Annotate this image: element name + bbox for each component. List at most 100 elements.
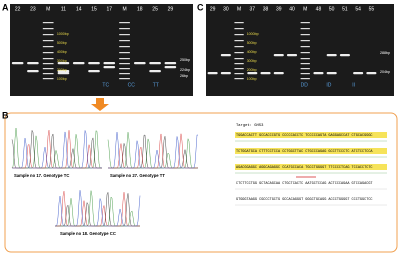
ladder-band (300, 22, 310, 24)
ladder-band (300, 28, 310, 30)
ladder-band (234, 78, 244, 80)
gel-a (10, 4, 193, 96)
lane-label: 25 (152, 6, 158, 12)
band (286, 54, 298, 57)
ladder-band (300, 46, 310, 48)
band (353, 72, 364, 75)
ladder-label: 500bp (247, 41, 257, 45)
ladder-band (42, 52, 54, 54)
ladder-band (119, 63, 130, 65)
sequence-line: TGGACCACTT GCCACCCGTG CCCCCACCTC TCCCCCA… (236, 134, 373, 138)
highlight (235, 164, 387, 170)
ladder-band (234, 63, 244, 65)
ladder-band (234, 73, 244, 75)
lane-label: 37 (250, 6, 256, 12)
ladder-band (234, 68, 244, 70)
panel-letter: C (197, 2, 204, 12)
lane-label: 29 (168, 6, 174, 12)
ladder-band (119, 78, 130, 80)
band (164, 66, 177, 69)
band (247, 72, 258, 75)
caption: Sample no 18. Genotype CC (60, 231, 116, 236)
ladder-label: 200bp (57, 68, 67, 72)
band (220, 72, 231, 75)
genotype-label: CC (128, 82, 136, 88)
size-label: 288bp (380, 51, 390, 55)
band (326, 54, 337, 57)
highlight (235, 132, 387, 138)
band (103, 66, 116, 69)
ladder-band (42, 28, 54, 30)
ladder-band (119, 34, 130, 36)
band (207, 72, 218, 75)
ladder-band (234, 22, 244, 24)
ladder-band (234, 28, 244, 30)
ladder-band (234, 40, 244, 42)
lane-label: 48 (316, 6, 322, 12)
gel-c (206, 4, 394, 96)
ladder-band (42, 68, 54, 70)
ladder-band (119, 52, 130, 54)
ladder-band (300, 52, 310, 54)
sequence-line: GTGGGTAAGG CGCCCTGCTG GCCACAGGGT GGGCTGC… (236, 198, 373, 202)
band (164, 62, 177, 65)
lane-label: 22 (15, 6, 21, 12)
ladder-band (119, 68, 130, 70)
ladder-band (300, 73, 310, 75)
ladder-band (42, 58, 54, 60)
lane-label: M (122, 6, 126, 12)
panel-letter: B (2, 110, 9, 120)
lane-label: 54 (355, 6, 361, 12)
lane-label: 55 (369, 6, 375, 12)
sequence-line: AGACGGAGGC AGGCAGAGGC CCATGCCACA TGCCTGG… (236, 166, 373, 170)
genotype-label: DD (301, 82, 309, 88)
size-label: 224bp (180, 68, 190, 72)
lane-label: 11 (61, 6, 66, 12)
ladder-label: 200bp (247, 68, 257, 72)
ladder-label: 300bp (247, 59, 257, 63)
genotype-label: TT (153, 82, 159, 88)
band (313, 72, 324, 75)
ladder-band (119, 22, 130, 24)
sequence-line: TCTGGATGCA CTTTCCTCCA CCTGGCTTAC CTGCCCA… (236, 150, 373, 154)
ladder-label: 1000bp (247, 32, 259, 36)
ladder-band (42, 78, 54, 80)
ladder-band (300, 34, 310, 36)
ladder-band (119, 46, 130, 48)
size-label: 26bp (180, 74, 188, 78)
ladder-label: 400bp (57, 50, 67, 54)
ladder-band (42, 22, 54, 24)
band (149, 62, 161, 65)
lane-label: 23 (30, 6, 36, 12)
ladder-label: 100bp (57, 77, 67, 81)
band (11, 62, 24, 65)
lane-label: 50 (329, 6, 335, 12)
lane-label: M (46, 6, 50, 12)
ladder-band (42, 73, 54, 75)
ladder-band (234, 46, 244, 48)
highlight (235, 148, 387, 154)
lane-label: 17 (106, 6, 112, 12)
ladder-band (42, 40, 54, 42)
ladder-band (42, 46, 54, 48)
ladder-band (234, 58, 244, 60)
lane-label: 15 (91, 6, 97, 12)
ladder-band (42, 34, 54, 36)
band (88, 70, 100, 73)
ladder-label: 100bp (247, 77, 257, 81)
target-label: Target: GHS3 (236, 123, 264, 128)
lane-label: 14 (76, 6, 82, 12)
genotype-label: ID (326, 82, 331, 88)
ladder-band (300, 68, 310, 70)
band (27, 70, 39, 73)
lane-label: M (303, 6, 307, 12)
ladder-band (119, 40, 130, 42)
size-label: 250bp (180, 58, 190, 62)
ladder-band (234, 34, 244, 36)
caption: Sample no 27. Genotype TT (110, 173, 165, 178)
ladder-band (119, 58, 130, 60)
ladder-band (42, 63, 54, 65)
band (273, 72, 284, 75)
ladder-band (300, 63, 310, 65)
